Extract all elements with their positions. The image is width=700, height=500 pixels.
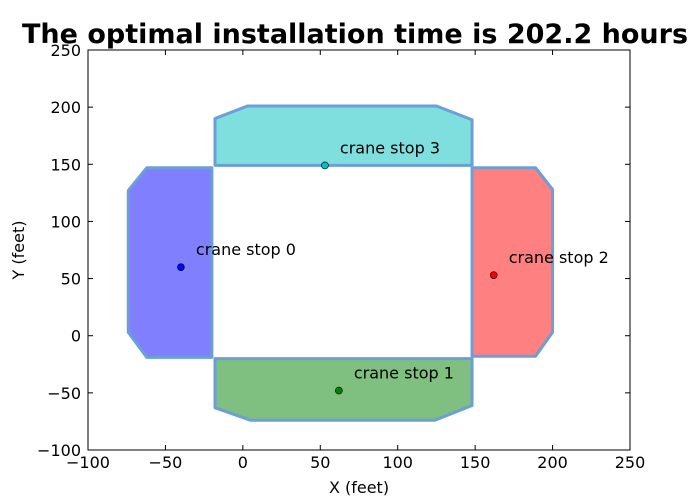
region-2 (470, 166, 555, 358)
y-tick-label: 200 (50, 98, 81, 117)
x-tick-label: 100 (382, 453, 413, 472)
region-0 (126, 166, 214, 359)
crane-stop-point-2 (489, 271, 498, 279)
crane-stop-point-0 (177, 263, 185, 271)
y-tick-label: 250 (50, 41, 81, 60)
y-tick-label: 150 (50, 155, 81, 174)
crane-stop-point-1 (335, 386, 343, 395)
y-tick-label: −100 (37, 441, 81, 460)
regions-group (126, 104, 555, 422)
crane-stop-label-2: crane stop 2 (509, 248, 609, 267)
ticks-group: −100 −50 0 50 100 150 200 250 −100 −50 0 50 100 150 20… (37, 41, 645, 472)
region-3 (213, 104, 474, 167)
chart-title: The optimal installation time is 202.2 h… (22, 19, 688, 50)
crane-stop-point-3 (321, 161, 329, 170)
y-tick-label: 100 (50, 212, 81, 231)
x-tick-label: −100 (66, 453, 110, 472)
plot-frame (87, 49, 631, 451)
region-1 (213, 357, 474, 422)
y-tick-label: 0 (71, 327, 81, 346)
x-tick-label: 250 (615, 453, 646, 472)
x-tick-label: −50 (149, 453, 183, 472)
x-axis-label: X (feet) (329, 478, 389, 497)
y-tick-label: −50 (47, 384, 81, 403)
crane-stop-label-3: crane stop 3 (340, 138, 440, 157)
y-tick-label: 50 (61, 270, 81, 289)
x-tick-label: 200 (537, 453, 568, 472)
x-tick-label: 0 (238, 453, 248, 472)
x-tick-label: 150 (460, 453, 491, 472)
crane-stop-label-1: crane stop 1 (354, 364, 454, 383)
points-group: crane stop 0 crane stop 1 crane stop 2 cran… (177, 138, 609, 395)
y-axis-label: Y (feet) (9, 221, 28, 281)
crane-stop-label-0: crane stop 0 (196, 240, 296, 259)
x-tick-label: 50 (310, 453, 330, 472)
